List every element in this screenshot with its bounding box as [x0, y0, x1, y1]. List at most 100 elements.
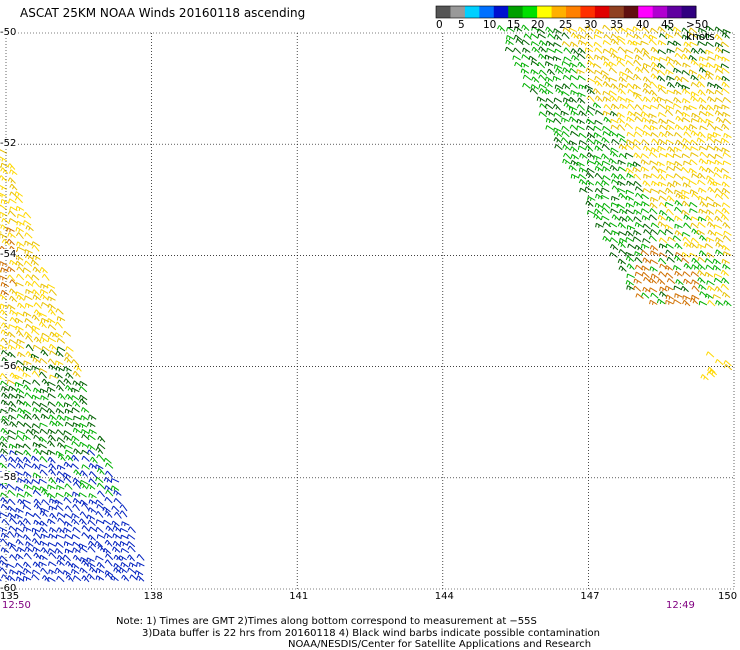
wind-barb — [57, 517, 66, 525]
wind-barb — [721, 104, 730, 110]
wind-barb — [617, 166, 627, 172]
wind-barb — [632, 161, 641, 167]
wind-barb — [657, 87, 667, 94]
wind-barb — [561, 125, 570, 132]
wind-barb — [681, 84, 691, 90]
wind-barb — [522, 47, 531, 53]
wind-barb — [688, 201, 698, 208]
wind-barb — [0, 373, 8, 380]
wind-barb — [89, 456, 98, 464]
wind-barb — [665, 208, 674, 216]
wind-barb — [78, 380, 88, 387]
wind-barb — [0, 427, 9, 435]
wind-barb — [673, 97, 682, 104]
wind-barb — [707, 186, 716, 194]
wind-barb — [47, 484, 56, 490]
wind-barb — [31, 241, 40, 247]
wind-barb — [576, 104, 585, 111]
wind-barb — [688, 180, 697, 186]
wind-barb — [674, 230, 683, 237]
wind-barb — [41, 345, 50, 352]
wind-barb — [8, 393, 17, 399]
wind-barb — [103, 457, 112, 464]
wind-barb — [713, 172, 722, 179]
wind-barb — [609, 95, 618, 102]
footnote-line-2: 3)Data buffer is 22 hrs from 20160118 4)… — [142, 628, 600, 639]
wind-barb — [608, 130, 618, 137]
wind-barb — [699, 200, 708, 208]
wind-barb — [576, 34, 586, 40]
wind-barb — [47, 303, 56, 310]
wind-barb — [633, 209, 642, 215]
wind-barb — [616, 35, 626, 41]
wind-barb — [24, 280, 34, 287]
wind-barb — [706, 104, 715, 111]
wind-barb — [601, 143, 610, 151]
wind-barb — [39, 407, 49, 413]
colorbar-swatch — [638, 6, 654, 18]
wind-barb — [32, 344, 42, 350]
lat-label: -58 — [0, 471, 17, 483]
wind-barb — [39, 402, 48, 408]
wind-barb — [25, 225, 34, 232]
wind-barb — [78, 394, 88, 401]
wind-barb — [650, 250, 659, 256]
wind-barb — [119, 541, 129, 547]
wind-barb — [592, 88, 601, 95]
wind-barb — [39, 463, 48, 469]
wind-barb — [616, 203, 625, 209]
wind-barb — [635, 293, 644, 299]
wind-barb — [562, 67, 571, 74]
wind-barb — [22, 456, 31, 464]
wind-barb — [650, 132, 659, 138]
wind-barb — [666, 124, 675, 131]
wind-barb — [546, 47, 555, 53]
wind-barb — [681, 98, 691, 104]
wind-barb — [31, 423, 41, 429]
wind-barb — [70, 563, 80, 569]
wind-barb — [690, 222, 699, 229]
wind-barb — [16, 220, 25, 226]
wind-barb — [55, 504, 64, 512]
wind-barb — [537, 33, 546, 39]
wind-barb — [88, 526, 98, 533]
wind-barb — [0, 167, 9, 175]
wind-barb — [562, 74, 572, 81]
wind-barb — [47, 561, 57, 567]
wind-barb — [81, 532, 90, 539]
wind-barb — [538, 46, 547, 53]
wind-barb — [576, 161, 585, 167]
wind-barb — [72, 547, 81, 554]
wind-barb — [39, 422, 48, 428]
wind-barb — [64, 521, 73, 527]
wind-barb — [577, 92, 586, 98]
wind-barb — [715, 68, 724, 74]
wind-barb — [691, 228, 700, 236]
wind-barb — [648, 214, 658, 221]
colorbar-swatch — [522, 6, 538, 18]
wind-barb — [722, 291, 731, 298]
wind-barb — [657, 278, 666, 285]
wind-barb — [126, 541, 136, 548]
wind-barb — [681, 200, 690, 208]
wind-barb — [705, 111, 714, 117]
wind-barb — [32, 512, 41, 520]
wind-barb — [6, 379, 16, 385]
wind-barb — [9, 372, 18, 380]
wind-barb — [110, 485, 120, 491]
wind-barb — [64, 491, 73, 498]
wind-barb — [619, 216, 628, 222]
wind-barb — [700, 374, 709, 381]
wind-barb — [688, 69, 698, 75]
wind-barb — [675, 139, 684, 146]
wind-barb — [666, 160, 675, 166]
wind-barb — [120, 548, 130, 554]
wind-barb — [584, 186, 593, 192]
wind-barb — [25, 429, 34, 436]
wind-barb — [648, 235, 657, 242]
wind-barb — [24, 249, 33, 254]
wind-barb — [592, 63, 602, 69]
wind-barb — [14, 317, 24, 324]
wind-barb — [16, 393, 25, 399]
wind-barb — [512, 55, 521, 61]
